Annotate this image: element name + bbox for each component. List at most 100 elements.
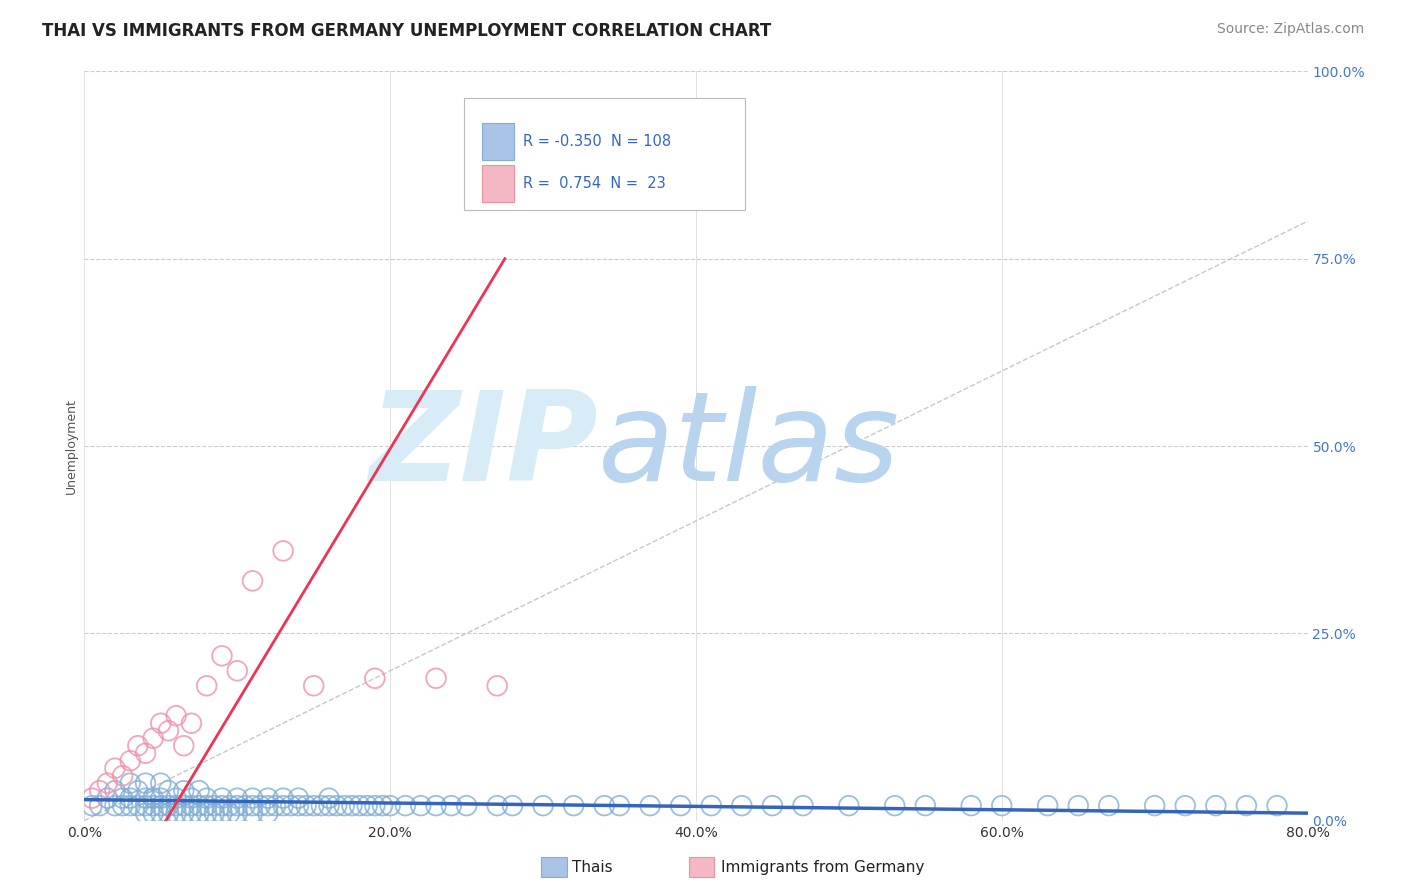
Point: [669, 798, 692, 813]
FancyBboxPatch shape: [482, 165, 513, 202]
Point: [333, 798, 356, 813]
Point: [364, 671, 387, 685]
Point: [202, 798, 225, 813]
Point: [111, 798, 134, 813]
Point: [302, 798, 325, 813]
Point: [792, 798, 814, 813]
Point: [761, 798, 783, 813]
Point: [165, 708, 187, 723]
Point: [165, 791, 187, 805]
Point: [1265, 798, 1288, 813]
Point: [211, 798, 233, 813]
Point: [149, 776, 172, 790]
Point: [280, 798, 302, 813]
Point: [295, 798, 318, 813]
Point: [1236, 798, 1258, 813]
Point: [104, 761, 127, 775]
Point: [486, 679, 509, 693]
Point: [173, 798, 195, 813]
Text: ZIP: ZIP: [370, 385, 598, 507]
Point: [188, 783, 211, 797]
Point: [89, 798, 111, 813]
Point: [173, 739, 195, 753]
Point: [218, 798, 240, 813]
Point: [960, 798, 983, 813]
Point: [120, 754, 142, 768]
Point: [364, 798, 387, 813]
Point: [135, 776, 157, 790]
Point: [593, 798, 616, 813]
Point: [242, 798, 264, 813]
Point: [287, 798, 309, 813]
Point: [249, 798, 271, 813]
Point: [211, 791, 233, 805]
Point: [165, 798, 187, 813]
Point: [149, 806, 172, 821]
Point: [173, 783, 195, 797]
Point: [609, 798, 631, 813]
Point: [456, 798, 478, 813]
Point: [380, 798, 402, 813]
Point: [142, 731, 165, 746]
Point: [1174, 798, 1197, 813]
Point: [180, 798, 202, 813]
Point: [271, 798, 294, 813]
Point: [257, 791, 280, 805]
Point: [157, 798, 180, 813]
Text: R = -0.350  N = 108: R = -0.350 N = 108: [523, 134, 672, 149]
Point: [80, 791, 103, 805]
Point: [202, 806, 225, 821]
Point: [226, 664, 249, 678]
Point: [356, 798, 378, 813]
Point: [242, 574, 264, 588]
Text: Thais: Thais: [572, 860, 613, 874]
Point: [104, 783, 127, 797]
Point: [502, 798, 524, 813]
Point: [195, 679, 218, 693]
Point: [135, 798, 157, 813]
Point: [425, 671, 447, 685]
Point: [394, 798, 416, 813]
Point: [318, 791, 340, 805]
Point: [127, 798, 149, 813]
Point: [157, 806, 180, 821]
Point: [211, 806, 233, 821]
Point: [180, 716, 202, 731]
Point: [165, 806, 187, 821]
Point: [149, 791, 172, 805]
Point: [80, 798, 103, 813]
Point: [111, 769, 134, 783]
Point: [242, 791, 264, 805]
Point: [700, 798, 723, 813]
Point: [233, 798, 256, 813]
Point: [157, 723, 180, 738]
Point: [104, 798, 127, 813]
Point: [226, 798, 249, 813]
Point: [135, 791, 157, 805]
Point: [96, 776, 118, 790]
Point: [1205, 798, 1227, 813]
Point: [135, 746, 157, 760]
Point: [991, 798, 1014, 813]
Point: [120, 798, 142, 813]
FancyBboxPatch shape: [464, 97, 745, 210]
Point: [226, 806, 249, 821]
Point: [883, 798, 905, 813]
Point: [409, 798, 432, 813]
Point: [89, 783, 111, 797]
Point: [111, 791, 134, 805]
Point: [195, 791, 218, 805]
Point: [1098, 798, 1121, 813]
Point: [195, 806, 218, 821]
Point: [226, 791, 249, 805]
Point: [638, 798, 661, 813]
Point: [271, 791, 294, 805]
Point: [120, 791, 142, 805]
Point: [142, 791, 165, 805]
Point: [731, 798, 754, 813]
Point: [242, 806, 264, 821]
Point: [218, 806, 240, 821]
Point: [1036, 798, 1059, 813]
Point: [211, 648, 233, 663]
Point: [180, 791, 202, 805]
